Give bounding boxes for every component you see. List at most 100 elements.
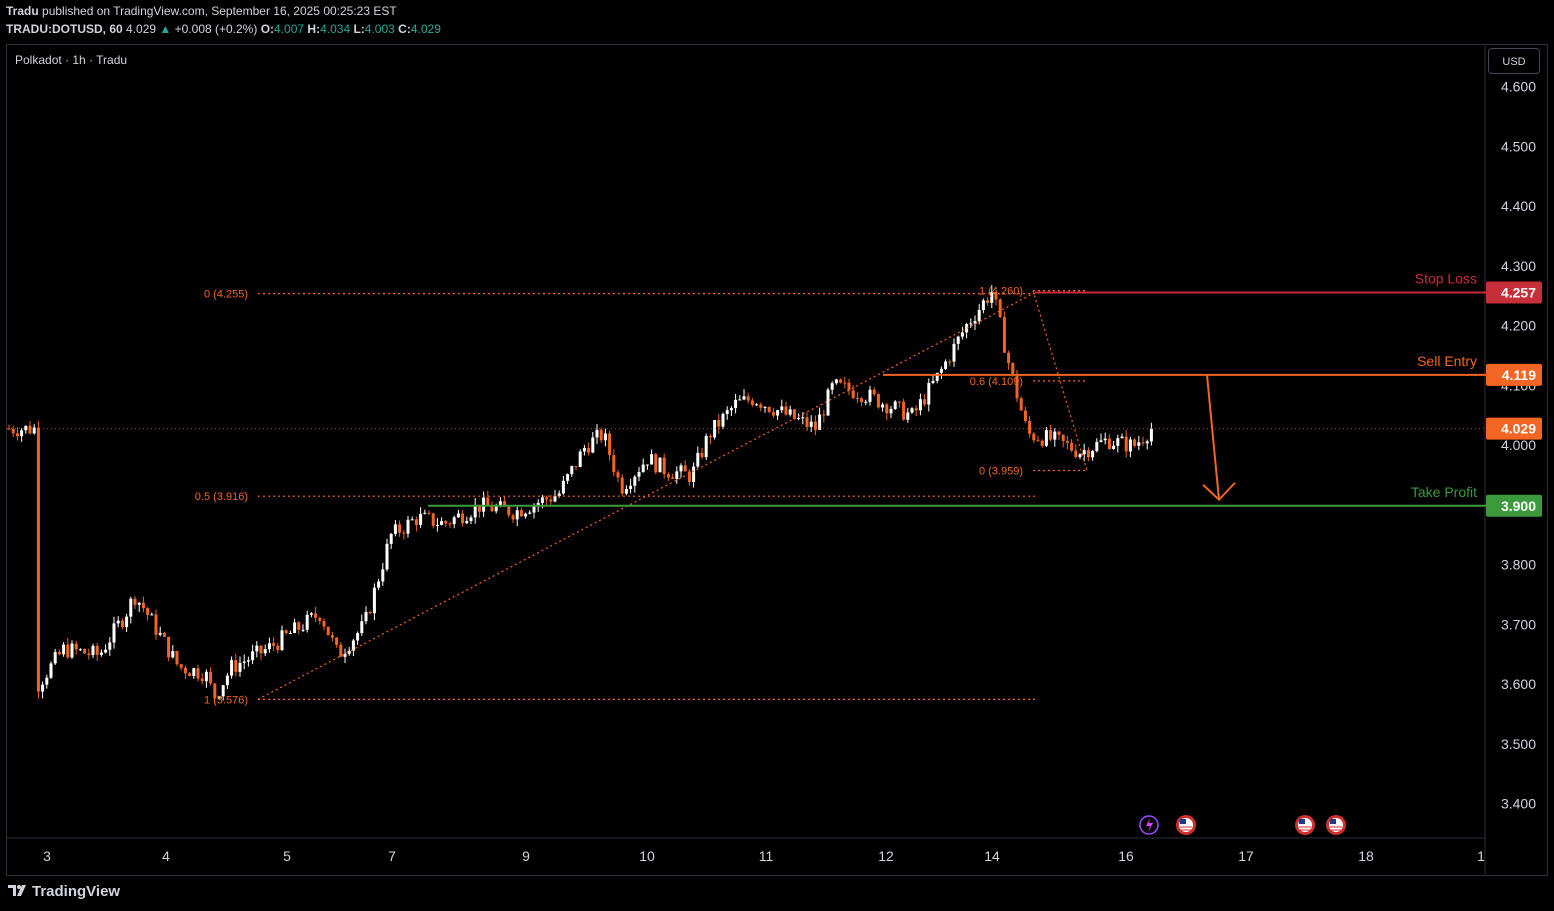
candle-body — [326, 626, 330, 636]
candle-body — [595, 429, 599, 438]
candle-body — [305, 614, 309, 630]
flag-canton — [1180, 819, 1186, 824]
symbol-label: TRADU:DOTUSD, 60 — [6, 22, 123, 36]
candle-body — [381, 569, 385, 582]
candle-body — [872, 389, 876, 395]
candle-body — [368, 612, 372, 614]
candle-body — [1074, 450, 1078, 457]
candle-body — [855, 398, 859, 400]
candle-body — [834, 379, 838, 384]
chart-legend[interactable]: Polkadot · 1h · Tradu — [15, 53, 128, 67]
candle-body — [469, 517, 473, 522]
currency-button[interactable]: USD — [1488, 48, 1540, 74]
close-label: C: — [398, 22, 411, 36]
candle-body — [923, 399, 927, 405]
candle-body — [561, 480, 565, 494]
candle-body — [662, 457, 666, 475]
candle-body — [914, 408, 918, 411]
candle-body — [57, 652, 61, 655]
candle-body — [104, 649, 108, 653]
candle-body — [87, 653, 91, 655]
candle-body — [1057, 431, 1061, 435]
candle-body — [700, 452, 704, 458]
candle-body — [881, 404, 885, 408]
candle-body — [188, 673, 192, 677]
candle-body — [1107, 438, 1111, 449]
candle-body — [364, 612, 368, 622]
candle-body — [406, 519, 410, 534]
candle-body — [658, 457, 662, 473]
overlays — [7, 290, 1486, 835]
candle-body — [167, 636, 171, 658]
candles — [7, 285, 1153, 705]
price-change: +0.008 (+0.2%) — [174, 22, 258, 36]
sell-entry-label: Sell Entry — [1417, 353, 1477, 369]
candle-body — [797, 418, 801, 420]
lightning-icon — [1146, 818, 1153, 832]
candle-body — [427, 512, 431, 514]
candle-body — [759, 404, 763, 408]
candle-body — [322, 621, 326, 627]
candle-body — [125, 616, 129, 628]
candle-body — [1099, 440, 1103, 442]
candle-body — [1053, 431, 1057, 440]
sell-entry-price-tag — [1486, 363, 1542, 386]
candle-body — [280, 630, 284, 651]
candle-body — [679, 465, 683, 472]
price-tick-label: 3.500 — [1501, 736, 1536, 752]
candle-body — [574, 466, 578, 468]
candle-body — [83, 649, 87, 654]
candle-body — [612, 455, 616, 473]
last-price-value: 4.029 — [1501, 421, 1536, 437]
labels: 4.6004.5004.4004.3004.2004.1004.0003.900… — [43, 79, 1542, 864]
close-value: 4.029 — [410, 22, 441, 36]
candle-body — [515, 510, 519, 520]
candle-body — [494, 506, 498, 512]
candle-body — [616, 472, 620, 478]
candle-body — [826, 389, 830, 416]
time-tick-label: 10 — [639, 848, 655, 864]
candle-body — [918, 399, 922, 411]
candle-body — [960, 332, 964, 337]
time-tick-label: 7 — [388, 848, 396, 864]
candle-body — [41, 684, 45, 692]
candle-body — [360, 621, 364, 634]
candle-body — [99, 652, 103, 655]
candle-body — [725, 410, 729, 414]
candle-body — [196, 668, 200, 679]
candle-body — [553, 496, 557, 502]
candle-body — [448, 523, 452, 525]
flag-canton — [1299, 819, 1305, 824]
candle-body — [637, 472, 641, 477]
candle-body — [129, 598, 133, 617]
high-value: 4.034 — [320, 22, 351, 36]
candle-body — [141, 602, 145, 609]
candle-body — [162, 632, 166, 637]
candle-body — [578, 451, 582, 468]
price-tick-label: 4.500 — [1501, 138, 1536, 154]
candle-body — [150, 614, 154, 616]
candle-body — [183, 667, 187, 674]
published-text: published on TradingView.com, September … — [42, 4, 397, 18]
candle-body — [973, 321, 977, 324]
candle-body — [217, 696, 221, 699]
low-label: L: — [353, 22, 365, 36]
candle-body — [729, 408, 733, 411]
candle-body — [990, 291, 994, 303]
time-tick-label: 17 — [1238, 848, 1254, 864]
price-tick-label: 4.200 — [1501, 318, 1536, 334]
candle-body — [624, 488, 628, 494]
projection-arrow-shaft — [1206, 374, 1220, 500]
candle-body — [200, 678, 204, 682]
candle-body — [490, 505, 494, 512]
candle-body — [1112, 445, 1116, 449]
candle-body — [876, 394, 880, 408]
candle-body — [750, 400, 754, 405]
candle-body — [297, 622, 301, 630]
author-name[interactable]: Tradu — [6, 4, 39, 18]
stop-loss-label: Stop Loss — [1415, 270, 1477, 286]
candle-body — [372, 587, 376, 614]
tradingview-logo[interactable]: TradingView — [8, 883, 120, 900]
candle-body — [671, 477, 675, 479]
